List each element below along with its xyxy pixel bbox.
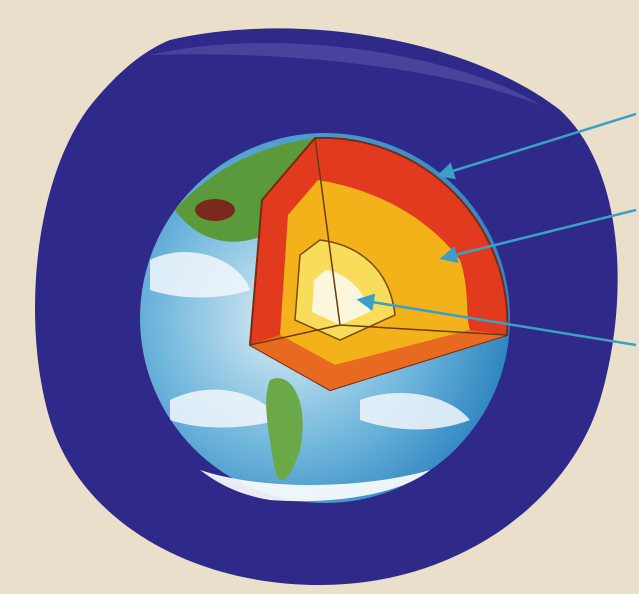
continent — [266, 378, 303, 481]
cloud — [170, 389, 280, 428]
inner-core — [312, 270, 370, 325]
arrow — [436, 112, 637, 180]
ice — [200, 470, 430, 502]
cloud — [360, 392, 470, 430]
arrow — [439, 208, 637, 264]
cloud — [150, 251, 250, 298]
cut-edges — [249, 137, 508, 346]
animal — [195, 199, 235, 221]
cut-base — [250, 330, 507, 390]
arrow — [356, 293, 637, 347]
halo-streak — [150, 43, 540, 105]
